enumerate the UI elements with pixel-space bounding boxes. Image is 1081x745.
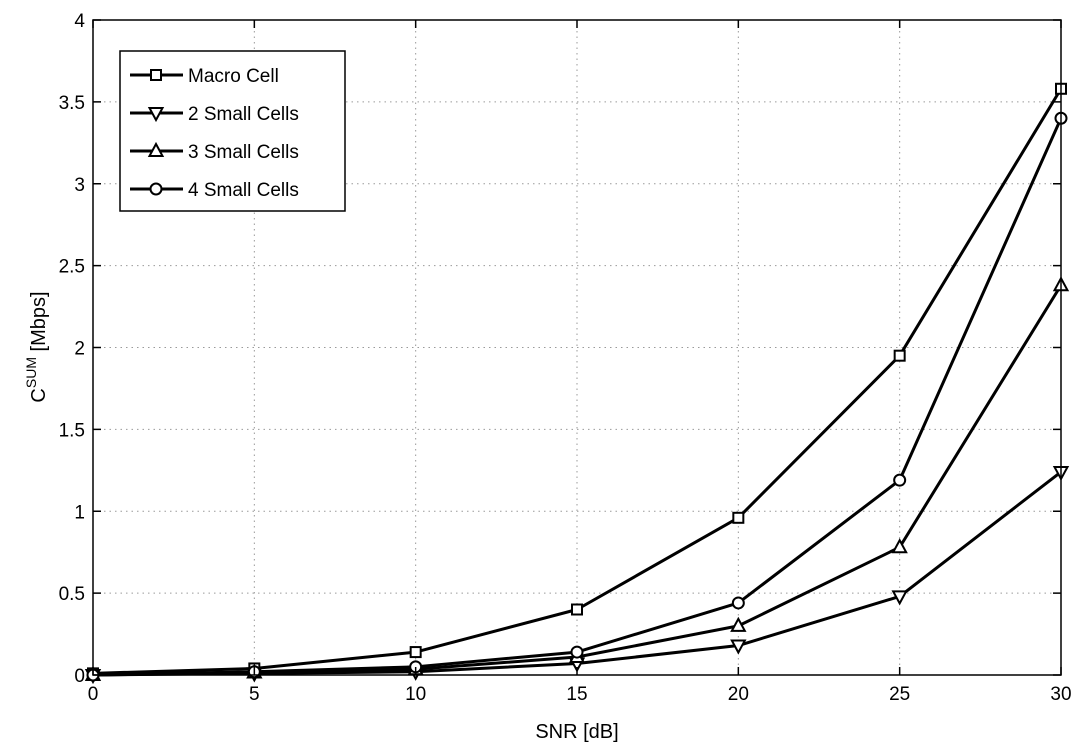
legend-marker	[147, 141, 165, 157]
legend: Macro Cell 2 Small Cells 3 Small Cells 4 Sm…	[119, 50, 346, 212]
data-point	[732, 511, 745, 524]
tick-labels: 0 5 10 15 20 25 30 0 0.5 1 1.5 2 2.5 3 3.5 4	[59, 11, 1072, 705]
x-tick-label: 0	[88, 684, 99, 705]
data-point	[731, 596, 745, 610]
grid	[93, 20, 1061, 675]
x-tick-label: 5	[249, 684, 260, 705]
y-tick-label: 2	[74, 339, 85, 360]
y-tick-label: 0	[74, 666, 85, 687]
data-point	[409, 646, 422, 659]
x-tick-label: 10	[405, 684, 426, 705]
data-point	[893, 349, 906, 362]
y-tick-label: 3.5	[59, 93, 85, 114]
legend-marker	[147, 107, 165, 123]
y-axis-label-suffix: [Mbps]	[28, 291, 50, 357]
data-point	[571, 603, 583, 616]
y-tick-label: 0.5	[59, 584, 85, 605]
legend-item: 4 Small Cells	[130, 180, 299, 201]
y-tick-label: 3	[74, 175, 85, 196]
data-point	[570, 645, 584, 659]
y-axis-label-base: C	[28, 388, 50, 402]
x-axis-label: SNR [dB]	[535, 721, 618, 743]
data-point	[891, 538, 908, 554]
y-tick-label: 1.5	[59, 420, 85, 441]
legend-item: Macro Cell	[130, 66, 279, 87]
y-axis-label: CSUM [Mbps]	[23, 291, 50, 402]
x-tick-label: 20	[728, 684, 749, 705]
legend-item: 3 Small Cells	[130, 141, 299, 163]
data-point	[891, 590, 908, 606]
x-tick-label: 15	[566, 684, 587, 705]
legend-item: 2 Small Cells	[130, 104, 299, 125]
data-point	[730, 616, 747, 632]
legend-marker	[149, 182, 163, 196]
data-point	[730, 639, 747, 655]
legend-label: Macro Cell	[188, 66, 279, 87]
y-tick-label: 4	[74, 11, 85, 32]
x-tick-label: 25	[889, 684, 910, 705]
y-tick-label: 2.5	[59, 257, 85, 278]
y-axis-label-superscript: SUM	[23, 357, 39, 388]
x-tick-label: 30	[1050, 684, 1071, 705]
legend-marker	[150, 69, 162, 81]
data-point	[893, 473, 907, 487]
legend-label: 3 Small Cells	[188, 142, 299, 163]
y-tick-label: 1	[74, 502, 85, 523]
legend-label: 2 Small Cells	[188, 104, 299, 125]
axis-ticks	[92, 19, 1062, 676]
legend-label: 4 Small Cells	[188, 180, 299, 201]
